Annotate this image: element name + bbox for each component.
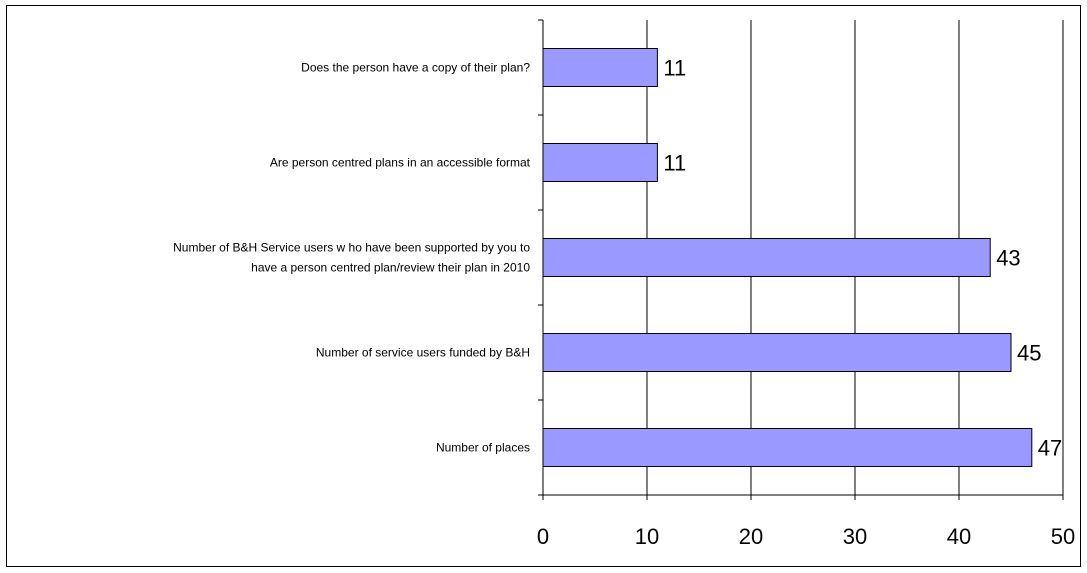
- category-label-4: Number of places: [436, 441, 530, 455]
- x-tick-label-0: 0: [537, 524, 549, 549]
- value-label-1: 11: [663, 151, 686, 176]
- value-label-3: 45: [1017, 341, 1041, 366]
- category-label-0: Does the person have a copy of their pla…: [301, 61, 530, 75]
- bar-0: [542, 48, 658, 87]
- bar-4: [542, 428, 1033, 467]
- x-tick-label-2: 20: [739, 524, 763, 549]
- x-tick-label-1: 10: [635, 524, 659, 549]
- axes: [538, 19, 1064, 500]
- category-label-2: Number of B&H Service users w ho have be…: [173, 241, 530, 275]
- x-tick-label-5: 50: [1051, 524, 1075, 549]
- category-label-3: Number of service users funded by B&H: [316, 346, 530, 360]
- value-label-2: 43: [996, 246, 1020, 271]
- bar-1: [542, 143, 658, 182]
- bar-2: [542, 238, 991, 277]
- value-label-4: 47: [1038, 436, 1062, 461]
- category-label-1: Are person centred plans in an accessibl…: [270, 156, 531, 170]
- labels: 11 Does the person have a copy of their p…: [173, 56, 1075, 550]
- value-label-0: 11: [663, 56, 686, 81]
- x-tick-label-4: 40: [947, 524, 971, 549]
- bar-3: [542, 333, 1012, 372]
- bars: [542, 48, 1033, 467]
- x-tick-label-3: 30: [843, 524, 867, 549]
